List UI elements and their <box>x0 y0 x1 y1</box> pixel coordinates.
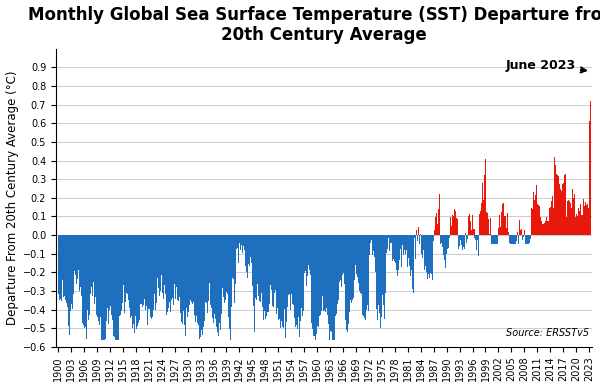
Title: Monthly Global Sea Surface Temperature (SST) Departure from
20th Century Average: Monthly Global Sea Surface Temperature (… <box>28 5 600 45</box>
Y-axis label: Departure From 20th Century Average (°C): Departure From 20th Century Average (°C) <box>5 70 19 325</box>
Text: June 2023: June 2023 <box>505 59 586 72</box>
Text: Source: ERSSTv5: Source: ERSSTv5 <box>506 328 589 338</box>
